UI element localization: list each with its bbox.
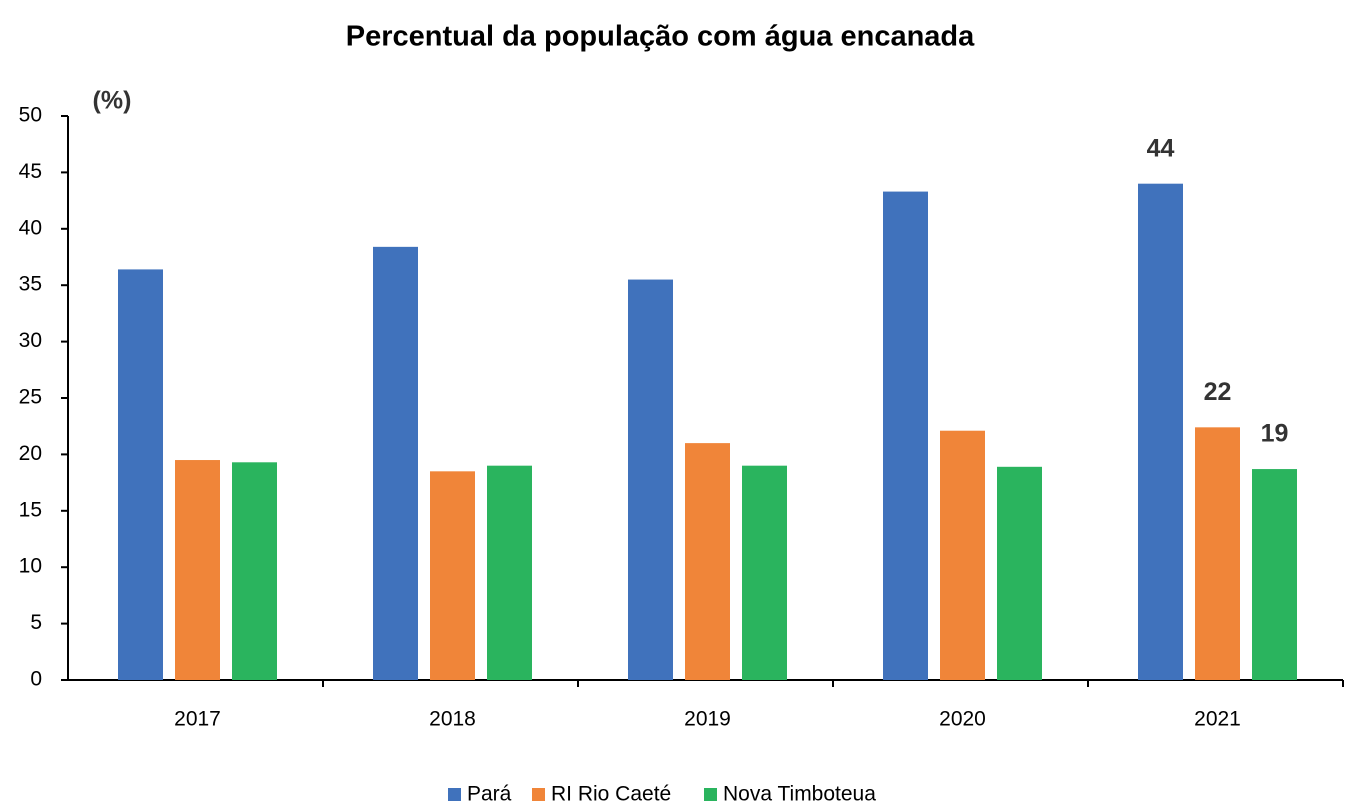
y-tick-label: 45 <box>19 160 42 183</box>
y-tick-label: 35 <box>19 273 42 296</box>
y-tick-label: 25 <box>19 386 42 409</box>
bar <box>1195 427 1240 680</box>
legend-swatch <box>448 788 461 801</box>
data-label: 44 <box>1147 134 1175 162</box>
y-tick-label: 20 <box>19 442 42 465</box>
bar <box>628 279 673 680</box>
bar <box>232 462 277 680</box>
legend-label: RI Rio Caeté <box>551 783 671 806</box>
bar <box>685 443 730 680</box>
x-tick-label: 2021 <box>1194 708 1241 731</box>
legend-label: Nova Timboteua <box>723 783 876 806</box>
y-tick-label: 10 <box>19 555 42 578</box>
bar <box>1138 183 1183 680</box>
bar <box>118 269 163 680</box>
y-axis-label: (%) <box>93 87 132 115</box>
bar <box>742 465 787 680</box>
bar <box>487 465 532 680</box>
x-tick-label: 2019 <box>684 708 731 731</box>
y-tick-label: 0 <box>30 668 42 691</box>
legend-label: Pará <box>467 783 512 806</box>
y-tick-label: 5 <box>30 611 42 634</box>
y-tick-label: 30 <box>19 329 42 352</box>
y-tick-label: 15 <box>19 498 42 521</box>
bar <box>940 430 985 680</box>
y-tick-label: 40 <box>19 216 42 239</box>
bar <box>175 460 220 680</box>
x-tick-label: 2018 <box>429 708 476 731</box>
bar <box>430 471 475 680</box>
x-tick-label: 2020 <box>939 708 986 731</box>
data-label: 19 <box>1261 420 1289 448</box>
data-label: 22 <box>1204 378 1232 406</box>
legend-swatch <box>532 788 545 801</box>
bar <box>373 246 418 680</box>
bar <box>997 466 1042 680</box>
legend-swatch <box>704 788 717 801</box>
chart-title: Percentual da população com água encanad… <box>346 21 975 53</box>
bar <box>1252 469 1297 680</box>
bar <box>883 191 928 681</box>
x-tick-label: 2017 <box>174 708 221 731</box>
y-tick-label: 50 <box>19 104 42 127</box>
